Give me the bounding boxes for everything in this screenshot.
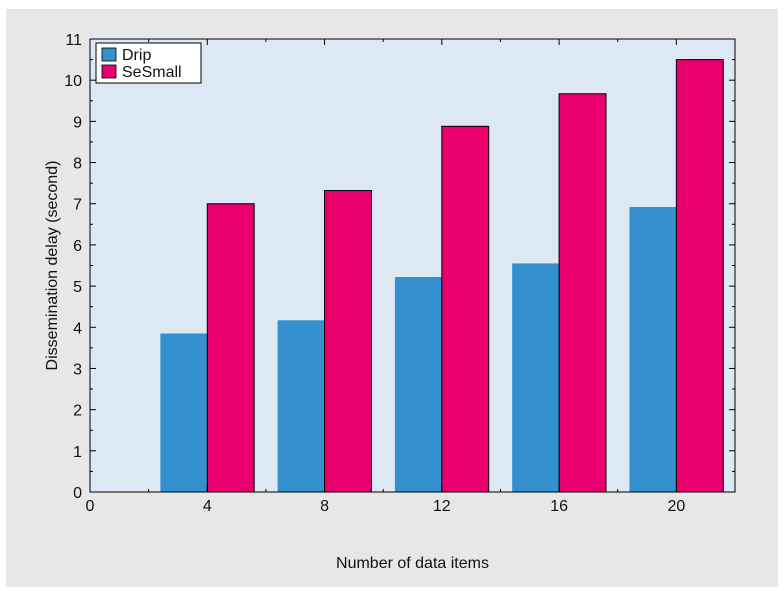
y-tick-label: 0 xyxy=(73,485,82,502)
y-tick-label: 11 xyxy=(65,32,82,49)
y-axis-label: Dissemination delay (second) xyxy=(44,161,61,371)
y-tick-label: 1 xyxy=(73,444,82,461)
x-tick-label: 8 xyxy=(320,498,329,515)
y-tick-label: 9 xyxy=(73,114,82,131)
y-tick-label: 6 xyxy=(73,238,82,255)
drip-bar-4 xyxy=(160,333,207,492)
x-tick-label: 4 xyxy=(203,498,212,515)
drip-bar-16 xyxy=(512,263,559,492)
sesmall-bar-8 xyxy=(325,191,372,492)
y-tick-label: 2 xyxy=(73,403,82,420)
sesmall-bar-4 xyxy=(207,204,254,492)
y-tick-label: 4 xyxy=(73,320,82,337)
legend-label-sesmall: SeSmall xyxy=(122,64,182,81)
x-axis-label: Number of data items xyxy=(336,555,489,572)
sesmall-bar-12 xyxy=(442,126,489,492)
drip-bar-12 xyxy=(395,277,442,492)
y-tick-label: 8 xyxy=(73,156,82,173)
drip-bar-20 xyxy=(629,207,676,492)
y-tick-label: 5 xyxy=(73,279,82,296)
x-tick-label: 0 xyxy=(86,498,95,515)
legend-swatch-drip xyxy=(102,48,116,61)
sesmall-bar-16 xyxy=(559,94,606,492)
y-tick-label: 3 xyxy=(73,361,82,378)
y-tick-label: 10 xyxy=(64,73,82,90)
x-tick-label: 16 xyxy=(550,498,568,515)
x-tick-label: 20 xyxy=(667,498,685,515)
legend-swatch-sesmall xyxy=(102,65,116,78)
legend-label-drip: Drip xyxy=(122,47,151,64)
x-tick-label: 12 xyxy=(433,498,451,515)
sesmall-bar-20 xyxy=(676,60,723,492)
drip-bar-8 xyxy=(278,320,325,492)
y-tick-label: 7 xyxy=(73,197,82,214)
